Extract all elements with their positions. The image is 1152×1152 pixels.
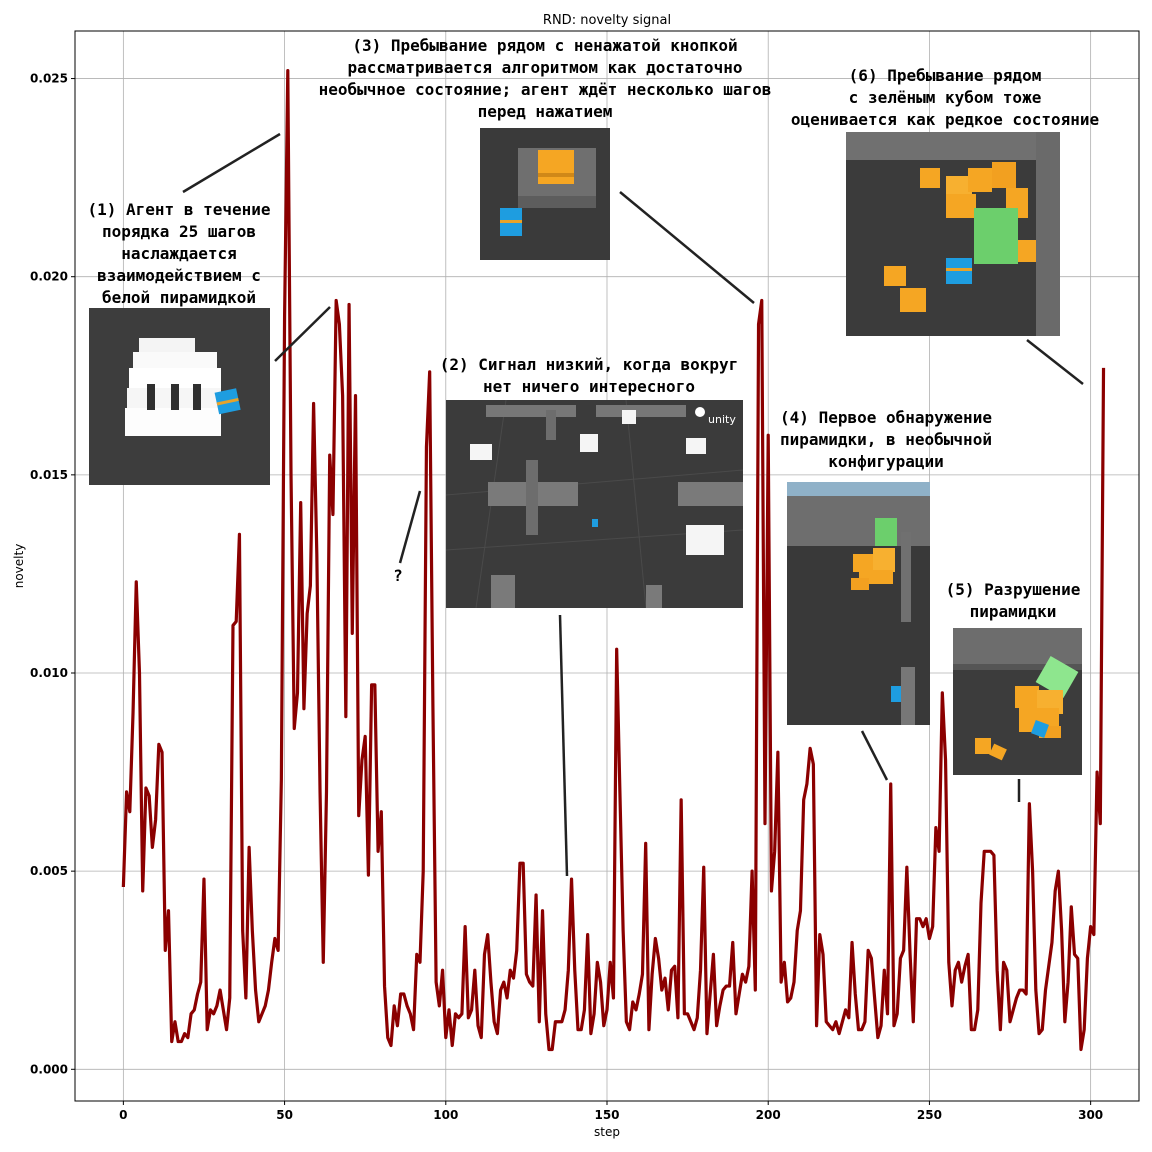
thumbnail-1-art [89,308,270,485]
annotation-4-line: (4) Первое обнаружение [780,408,992,427]
chart-title: RND: novelty signal [543,13,671,28]
annotation-question: ? [388,565,408,587]
annotation-6: (6) Пребывание рядом с зелёным кубом тож… [780,65,1110,131]
annotation-3-line: перед нажатием [477,102,613,121]
connector-1b [274,306,331,362]
annotation-3: (3) Пребывание рядом с ненажатой кнопкой… [305,35,785,123]
connector-6 [1026,339,1084,385]
x-tick-label: 0 [119,1108,127,1122]
connector-1a [182,132,281,194]
thumbnail-3-art [480,128,610,260]
x-tick-label: 250 [917,1108,942,1122]
annotation-question-mark: ? [393,566,403,585]
x-tick-label: 100 [433,1108,458,1122]
connector-q [398,490,422,564]
annotation-3-line: необычное состояние; агент ждёт нескольк… [318,80,772,99]
connector-4 [860,730,889,781]
y-axis: 0.000 0.005 0.010 0.015 0.020 0.025 [30,72,75,1076]
y-tick-label: 0.010 [30,666,68,680]
y-tick-label: 0.005 [30,864,68,878]
thumbnail-button [480,128,610,260]
thumbnail-overview: unity [446,400,743,608]
thumbnail-green-cube [846,132,1060,336]
x-tick-label: 200 [756,1108,781,1122]
novelty-series-line [121,69,1106,1052]
annotation-2: (2) Сигнал низкий, когда вокруг нет ниче… [430,354,748,398]
annotation-6-line: (6) Пребывание рядом [848,66,1042,85]
annotation-6-line: с зелёным кубом тоже [848,88,1042,107]
annotation-5: (5) Разрушение пирамидки [940,579,1086,623]
connector-2 [558,614,569,877]
thumbnail-first-discovery [787,482,930,725]
x-tick-label: 150 [594,1108,619,1122]
annotation-1-line: порядка 25 шагов [101,222,257,241]
x-axis: 0 50 100 150 200 250 300 [119,1101,1103,1122]
annotation-1-line: (1) Агент в течение [87,200,271,219]
thumbnail-white-pyramid [89,308,270,485]
annotation-3-line: (3) Пребывание рядом с ненажатой кнопкой [352,36,738,55]
unity-logo-text: unity [708,413,736,426]
x-tick-label: 300 [1078,1108,1103,1122]
annotation-3-line: рассматривается алгоритмом как достаточн… [347,58,743,77]
annotation-2-line: (2) Сигнал низкий, когда вокруг [439,355,739,374]
connector-3 [619,191,755,304]
annotation-2-line: нет ничего интересного [483,377,695,396]
thumbnail-destruction [953,628,1082,775]
annotation-4-line: конфигурации [828,452,944,471]
thumbnail-2-art: unity [446,400,743,608]
annotation-5-line: пирамидки [969,602,1057,621]
annotation-4-line: пирамидки, в необычной [780,430,992,449]
annotation-4: (4) Первое обнаружение пирамидки, в необ… [770,407,1002,473]
y-tick-label: 0.025 [30,72,68,86]
annotation-1-line: белой пирамидкой [101,288,257,307]
y-axis-label: novelty [12,544,26,589]
annotation-6-line: оценивается как редкое состояние [790,110,1100,129]
x-axis-label: step [594,1125,620,1139]
y-tick-label: 0.020 [30,270,68,284]
thumbnail-4-art [787,482,930,725]
thumbnail-6-art [846,132,1060,336]
annotation-1-line: взаимодействием с [97,266,261,285]
annotation-1: (1) Агент в течение порядка 25 шагов нас… [82,199,276,309]
x-tick-label: 50 [276,1108,293,1122]
y-tick-label: 0.000 [30,1062,68,1076]
thumbnail-5-art [953,628,1082,775]
y-tick-label: 0.015 [30,468,68,482]
annotation-5-line: (5) Разрушение [945,580,1081,599]
annotation-1-line: наслаждается [121,244,237,263]
annotation-connectors [182,132,1084,877]
